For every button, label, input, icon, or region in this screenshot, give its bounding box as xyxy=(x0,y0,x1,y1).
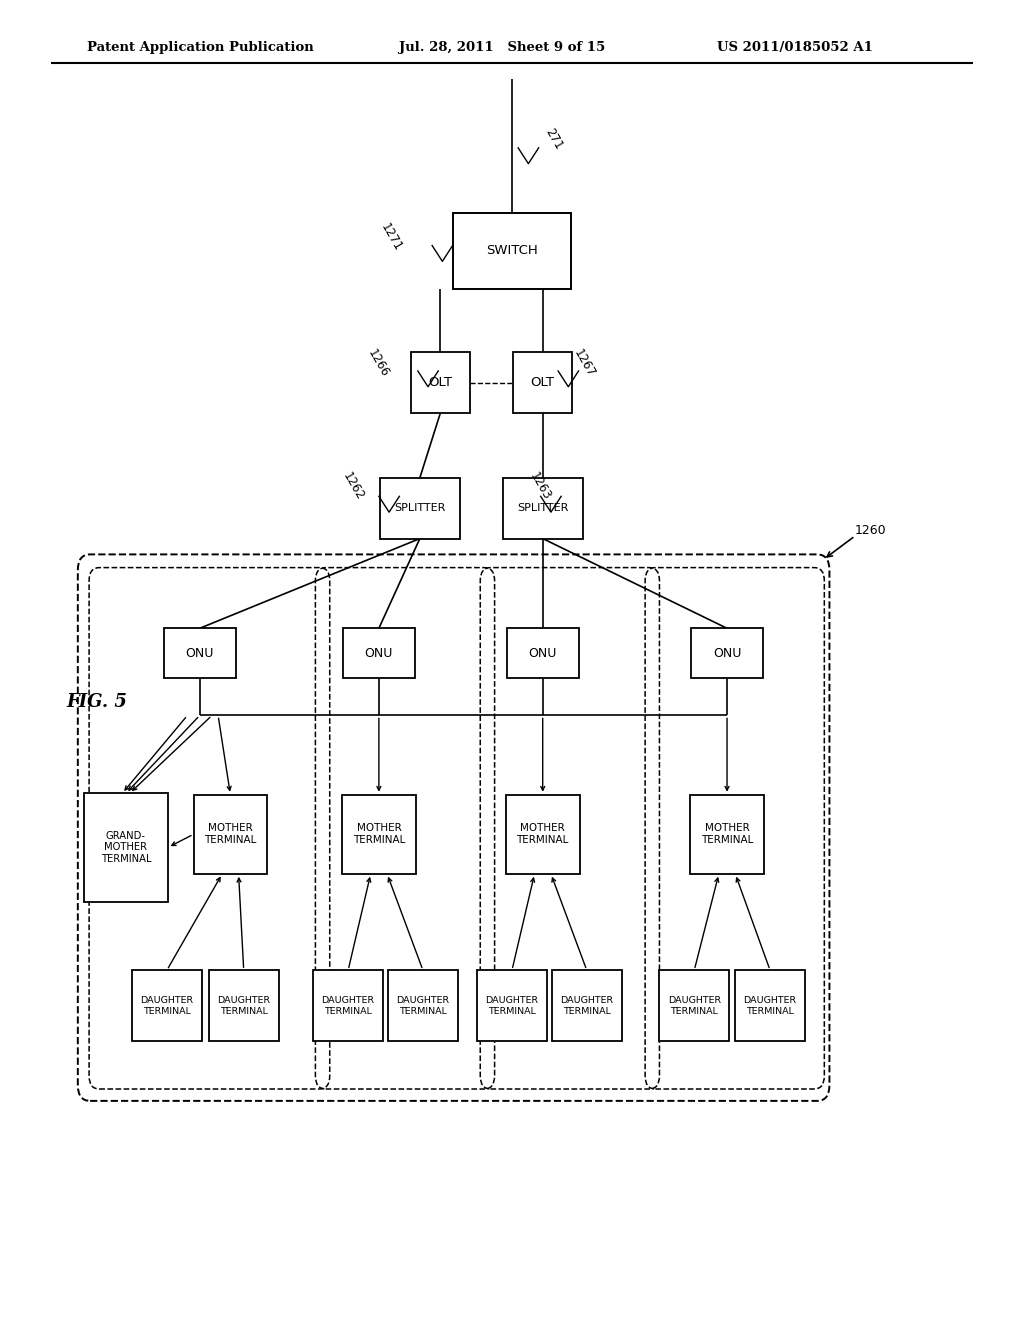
FancyBboxPatch shape xyxy=(164,628,236,678)
FancyBboxPatch shape xyxy=(513,352,572,413)
Text: SPLITTER: SPLITTER xyxy=(394,503,445,513)
FancyBboxPatch shape xyxy=(84,793,168,902)
Text: MOTHER
TERMINAL: MOTHER TERMINAL xyxy=(204,824,257,845)
FancyBboxPatch shape xyxy=(453,213,571,289)
Text: 1262: 1262 xyxy=(340,470,367,502)
Text: GRAND-
MOTHER
TERMINAL: GRAND- MOTHER TERMINAL xyxy=(100,830,152,865)
Text: US 2011/0185052 A1: US 2011/0185052 A1 xyxy=(717,41,872,54)
Text: ONU: ONU xyxy=(528,647,557,660)
Text: FIG. 5: FIG. 5 xyxy=(67,693,127,711)
Text: DAUGHTER
TERMINAL: DAUGHTER TERMINAL xyxy=(322,997,375,1015)
Text: Patent Application Publication: Patent Application Publication xyxy=(87,41,313,54)
FancyBboxPatch shape xyxy=(507,628,579,678)
Text: 1267: 1267 xyxy=(571,347,598,379)
FancyBboxPatch shape xyxy=(380,478,460,539)
Text: 1263: 1263 xyxy=(527,470,554,502)
Text: 1271: 1271 xyxy=(378,222,404,253)
Text: OLT: OLT xyxy=(428,376,453,389)
FancyBboxPatch shape xyxy=(209,970,279,1041)
Text: ONU: ONU xyxy=(713,647,741,660)
Text: 271: 271 xyxy=(543,125,565,152)
Text: DAUGHTER
TERMINAL: DAUGHTER TERMINAL xyxy=(140,997,194,1015)
Text: MOTHER
TERMINAL: MOTHER TERMINAL xyxy=(516,824,569,845)
Text: 1266: 1266 xyxy=(365,347,391,379)
Text: MOTHER
TERMINAL: MOTHER TERMINAL xyxy=(700,824,754,845)
Text: OLT: OLT xyxy=(530,376,555,389)
Text: SWITCH: SWITCH xyxy=(486,244,538,257)
FancyBboxPatch shape xyxy=(691,628,763,678)
Text: 1260: 1260 xyxy=(855,524,887,537)
Text: DAUGHTER
TERMINAL: DAUGHTER TERMINAL xyxy=(485,997,539,1015)
Text: DAUGHTER
TERMINAL: DAUGHTER TERMINAL xyxy=(560,997,613,1015)
FancyBboxPatch shape xyxy=(659,970,729,1041)
FancyBboxPatch shape xyxy=(342,795,416,874)
Text: ONU: ONU xyxy=(365,647,393,660)
FancyBboxPatch shape xyxy=(132,970,202,1041)
Text: DAUGHTER
TERMINAL: DAUGHTER TERMINAL xyxy=(668,997,721,1015)
Text: DAUGHTER
TERMINAL: DAUGHTER TERMINAL xyxy=(743,997,797,1015)
FancyBboxPatch shape xyxy=(477,970,547,1041)
Text: MOTHER
TERMINAL: MOTHER TERMINAL xyxy=(352,824,406,845)
Text: DAUGHTER
TERMINAL: DAUGHTER TERMINAL xyxy=(217,997,270,1015)
FancyBboxPatch shape xyxy=(552,970,622,1041)
FancyBboxPatch shape xyxy=(690,795,764,874)
FancyBboxPatch shape xyxy=(313,970,383,1041)
FancyBboxPatch shape xyxy=(506,795,580,874)
FancyBboxPatch shape xyxy=(411,352,470,413)
Text: Jul. 28, 2011   Sheet 9 of 15: Jul. 28, 2011 Sheet 9 of 15 xyxy=(399,41,605,54)
Text: DAUGHTER
TERMINAL: DAUGHTER TERMINAL xyxy=(396,997,450,1015)
FancyBboxPatch shape xyxy=(343,628,415,678)
Text: SPLITTER: SPLITTER xyxy=(517,503,568,513)
FancyBboxPatch shape xyxy=(503,478,583,539)
FancyBboxPatch shape xyxy=(388,970,458,1041)
FancyBboxPatch shape xyxy=(194,795,267,874)
Text: ONU: ONU xyxy=(185,647,214,660)
FancyBboxPatch shape xyxy=(735,970,805,1041)
